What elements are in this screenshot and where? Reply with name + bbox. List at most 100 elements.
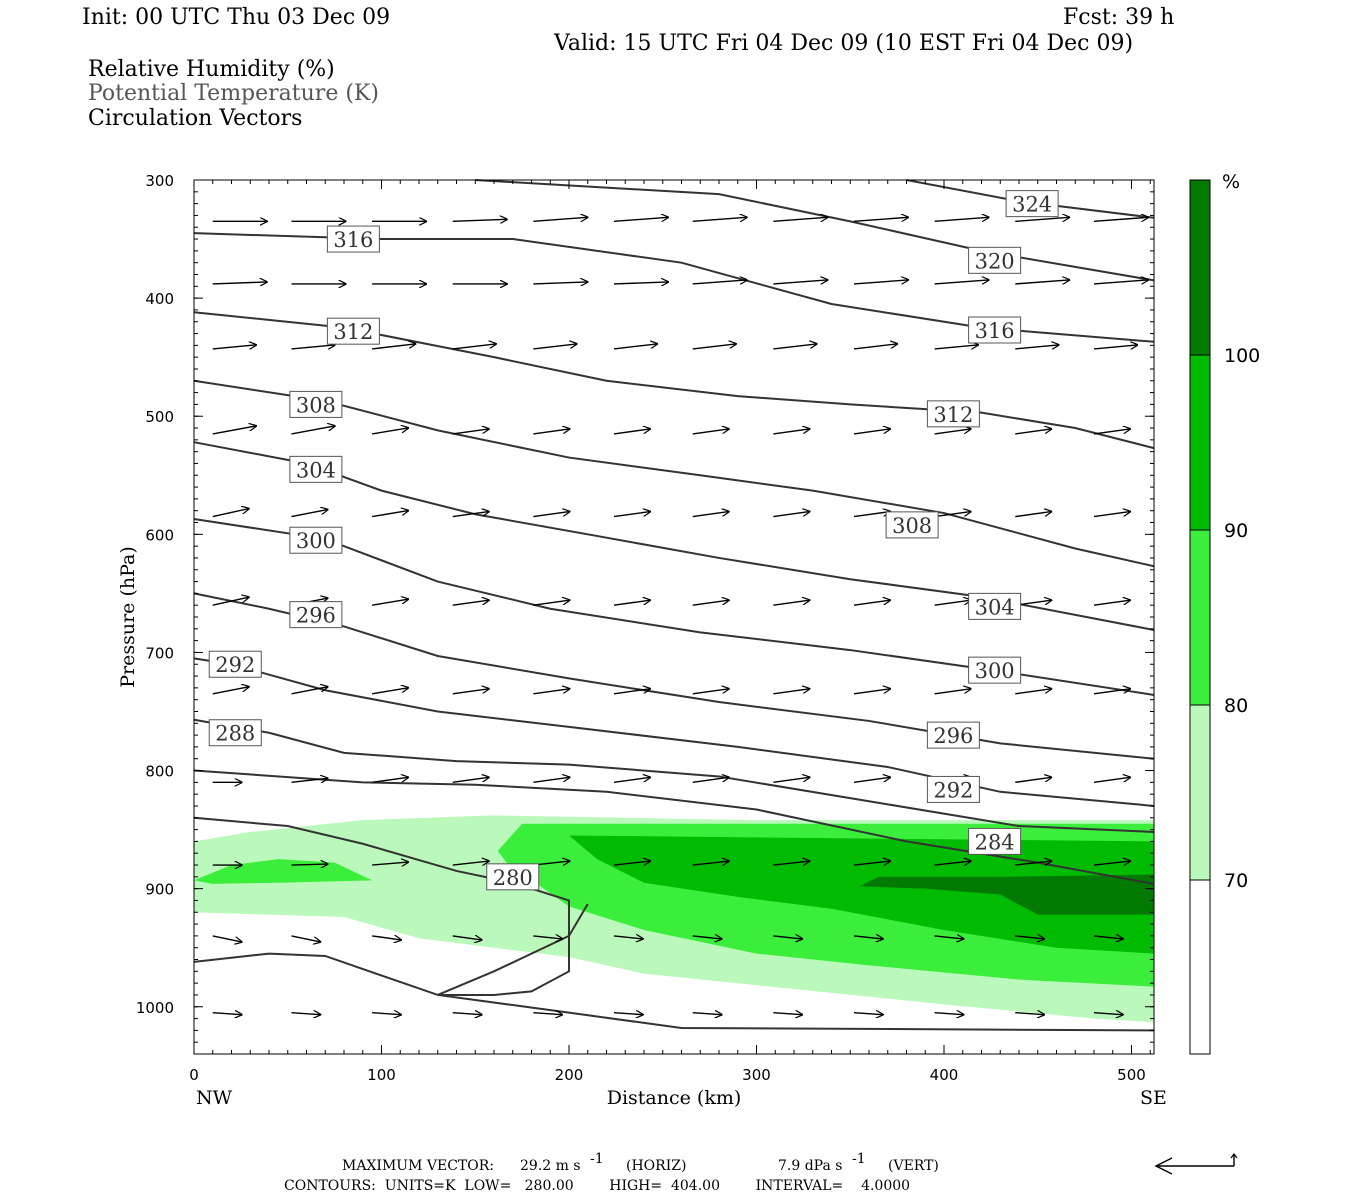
wind-vector [533,936,562,939]
contour-label-296: 296 [296,604,336,628]
wind-vector [452,861,489,865]
contour-info: CONTOURS: UNITS=K LOW= 280.00 HIGH= 404.… [284,1178,910,1194]
wind-vector [452,344,496,350]
contour-label-312: 312 [333,320,373,344]
contour-label-280-box [486,863,540,891]
wind-vector [934,861,971,865]
wind-vector [533,1013,562,1015]
wind-vector [533,689,569,695]
wind-vector [853,344,897,350]
wind-vector [372,688,408,695]
colorbar-tick-label: 80 [1224,695,1248,717]
wind-vector [291,864,328,865]
wind-vector [1093,777,1130,784]
wind-vector [291,1013,321,1015]
wind-vector [853,861,890,865]
wind-vector [291,426,335,435]
theta-contour-320-1 [475,179,1155,282]
contour-label-320: 320 [975,249,1015,273]
wind-vector [773,429,809,435]
contour-label-312-b-box [926,400,980,428]
wind-vector [1093,1013,1123,1015]
wind-vector [1093,512,1130,518]
wind-vector [1093,217,1148,223]
wind-vector [853,429,890,435]
wind-vector [1093,861,1130,865]
contour-label-304-box [289,455,343,483]
wind-vector [773,280,827,285]
wind-vector [692,280,747,285]
wind-vector [934,429,971,435]
y-tick-label: 700 [145,644,174,662]
max-vector-horiz-exp: -1 [590,1151,604,1167]
wind-vector [934,217,989,223]
contour-label-300-box [289,526,343,554]
y-tick-label: 400 [145,290,174,308]
wind-vector [853,689,890,695]
wind-vector [291,935,321,942]
y-tick-label: 900 [145,881,174,899]
wind-vector [212,935,242,942]
wind-vector [613,282,668,284]
wind-vector [452,689,489,695]
wind-vector [853,512,890,518]
wind-vector [372,936,401,940]
max-vector-vert: 7.9 dPa s [778,1158,842,1174]
axis-layer: 0 100 200 300 400 500 300 400 500 600 700 800 900 100… [136,172,1154,1084]
contour-label-316-box [326,225,380,253]
wind-vector [692,689,729,695]
wind-vector [1093,345,1137,350]
wind-vector [692,512,729,518]
wind-vector [1093,280,1148,285]
wind-vector [533,344,576,350]
wind-vector [853,600,890,606]
wind-vector [212,687,249,695]
rh-fill-90-3 [569,835,1154,954]
colorbar-tick-label: 100 [1224,345,1260,367]
wind-vector [613,344,657,350]
wind-vector [934,1013,964,1015]
wind-vector [1015,861,1051,865]
wind-vector [1015,600,1051,606]
wind-vector [773,861,809,865]
contour-label-316-b-box [968,316,1022,344]
wind-vector [1015,429,1051,435]
wind-vector [773,689,809,695]
y-tick-label: 500 [145,408,174,426]
rh-fill-100-4 [859,874,1154,915]
wind-vector [613,777,650,784]
wind-vector [452,777,489,784]
contour-label-300: 300 [296,529,336,553]
wind-vector [291,778,328,782]
wind-vector [613,689,650,695]
max-vector-vert-unit: (VERT) [888,1158,939,1174]
contour-label-308: 308 [296,393,336,417]
contour-label-292-box [208,650,262,678]
y-tick-label: 1000 [136,999,174,1017]
wind-vector [853,936,883,939]
wind-vector [1015,1013,1044,1015]
wind-vector [372,511,408,518]
wind-vector [1015,512,1051,518]
wind-vector [773,600,809,606]
wind-vector [692,861,729,865]
colorbar-tick-label: 70 [1224,870,1248,892]
wind-vector [692,777,729,784]
wind-vector [934,512,971,518]
wind-vector [773,936,802,939]
theta-contour-280-11 [193,816,589,996]
contour-label-296-b-box [926,721,980,749]
x-axis-label: Distance (km) [607,1087,742,1109]
contour-label-288: 288 [215,722,255,746]
colorbar-swatch [1190,705,1210,880]
wind-vector [613,861,650,865]
x-end-label-se: SE [1140,1087,1167,1109]
wind-vector [1015,345,1058,350]
wind-vector [613,1013,643,1015]
colorbar: 70 80 90 100 [1189,179,1260,1055]
x-tick-label: 400 [930,1066,959,1084]
contour-label-296-box [289,601,343,629]
wind-vector [934,345,978,350]
wind-vector [613,512,650,518]
x-tick-label: 500 [1117,1066,1146,1084]
